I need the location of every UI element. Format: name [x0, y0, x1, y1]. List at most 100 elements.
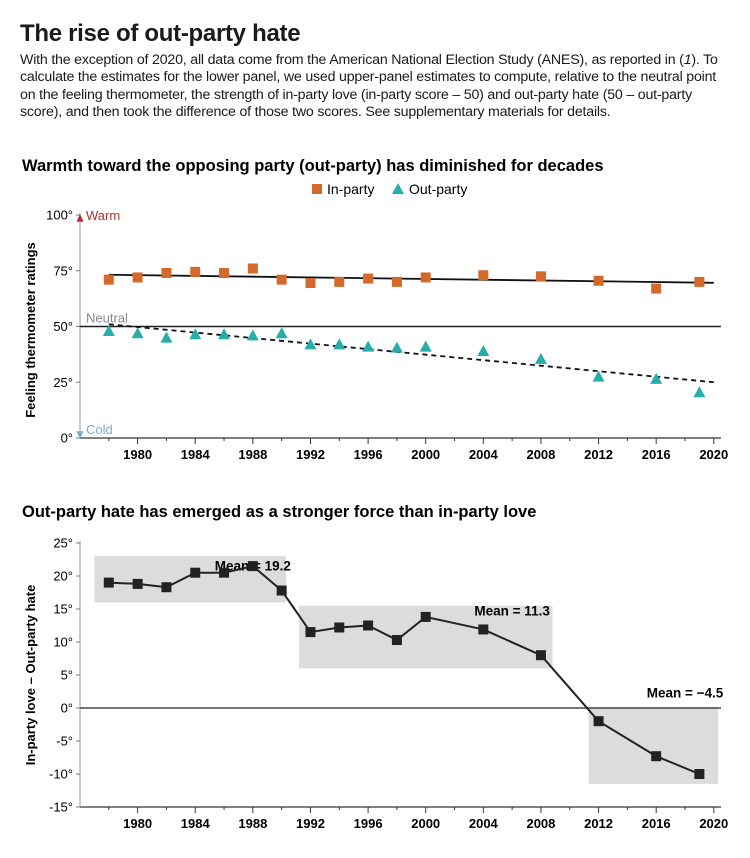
- in-party-point: [420, 272, 431, 283]
- y-tick-label: 25°: [53, 536, 73, 551]
- out-party-point: [304, 338, 317, 350]
- lower-chart-title: Out-party hate has emerged as a stronger…: [22, 503, 536, 521]
- upper-plot-area: 1980 1984 1988 1992 1996 2000 2004 2008 2012 2016…: [46, 208, 728, 463]
- y-tick-label: 25°: [53, 375, 73, 390]
- difference-point: [694, 769, 705, 779]
- in-party-point: [276, 274, 287, 285]
- intro-part-2: ). To calculate the estimates for the lo…: [20, 52, 718, 121]
- cold-label: Cold: [86, 422, 113, 437]
- difference-point: [478, 624, 489, 635]
- in-party-point: [694, 276, 705, 287]
- x-tick-label: 2016: [642, 816, 671, 831]
- cold-arrowhead: [76, 431, 84, 439]
- y-tick-label: 50°: [53, 319, 73, 334]
- upper-chart-title: Warmth toward the opposing party (out-pa…: [22, 157, 604, 175]
- x-tick-label: 2004: [469, 816, 499, 831]
- in-party-point: [391, 276, 402, 287]
- upper-y-axis-label: Feeling thermometer ratings: [23, 242, 38, 418]
- out-party-point: [362, 340, 375, 352]
- difference-point: [334, 622, 345, 633]
- x-tick-label: 1988: [238, 816, 267, 831]
- legend-in-party-label: In-party: [327, 181, 374, 197]
- y-tick-label: -5°: [56, 734, 73, 749]
- out-party-point: [333, 338, 346, 350]
- x-tick-label: 1996: [354, 447, 383, 462]
- intro-text: With the exception of 2020, all data com…: [20, 52, 735, 122]
- difference-point: [593, 716, 604, 727]
- x-tick-label: 2020: [699, 816, 728, 831]
- legend-out-party-marker: [392, 183, 404, 194]
- in-party-point: [363, 273, 374, 284]
- y-tick-label: -15°: [49, 800, 73, 815]
- y-tick-label: 15°: [53, 602, 73, 617]
- y-tick-label: 10°: [53, 635, 73, 650]
- in-party-point: [161, 267, 172, 278]
- out-party-point: [534, 352, 547, 364]
- legend-in-party-marker: [312, 184, 322, 194]
- x-tick-label: 2000: [411, 816, 440, 831]
- out-party-point: [160, 331, 173, 343]
- x-tick-label: 1984: [181, 816, 211, 831]
- y-tick-label: 20°: [53, 569, 73, 584]
- x-tick-label: 2012: [584, 447, 613, 462]
- difference-point: [132, 578, 143, 589]
- neutral-label: Neutral: [86, 311, 128, 326]
- y-tick-label: 0°: [61, 701, 73, 716]
- out-party-point: [477, 345, 490, 357]
- y-tick-label: 75°: [53, 263, 73, 278]
- x-tick-label: 2016: [642, 447, 671, 462]
- x-tick-label: 1980: [123, 447, 152, 462]
- difference-point: [103, 577, 114, 588]
- warm-arrowhead: [76, 214, 84, 222]
- upper-chart: Warmth toward the opposing party (out-pa…: [22, 157, 728, 462]
- difference-point: [535, 650, 546, 661]
- lower-chart: Out-party hate has emerged as a stronger…: [22, 503, 728, 831]
- upper-legend: In-party Out-party: [312, 181, 467, 197]
- difference-point: [276, 585, 287, 596]
- mean-label: Mean = −4.5: [647, 685, 724, 700]
- in-party-point: [247, 263, 258, 274]
- in-party-point: [190, 266, 201, 277]
- difference-point: [651, 751, 662, 762]
- out-party-point: [275, 327, 288, 339]
- x-tick-label: 2008: [526, 816, 555, 831]
- x-tick-label: 1988: [238, 447, 267, 462]
- y-tick-label: 0°: [61, 431, 73, 446]
- x-tick-label: 2012: [584, 816, 613, 831]
- intro-reference: 1: [683, 52, 692, 68]
- x-tick-label: 2008: [526, 447, 555, 462]
- out-party-point: [102, 324, 115, 336]
- in-party-trend-line: [108, 273, 714, 284]
- difference-point: [391, 635, 402, 646]
- out-party-point: [218, 328, 231, 340]
- y-tick-label: 5°: [61, 668, 73, 683]
- x-tick-label: 1992: [296, 816, 325, 831]
- out-party-trend-line: [108, 323, 714, 384]
- out-party-point: [650, 372, 663, 384]
- in-party-point: [651, 283, 662, 294]
- difference-point: [363, 620, 374, 631]
- y-tick-label: 100°: [46, 208, 73, 223]
- lower-plot-area: 1980 1984 1988 1992 1996 2000 2004 2008 2012 2016…: [49, 536, 728, 832]
- x-tick-label: 2004: [469, 447, 499, 462]
- difference-point: [161, 582, 172, 593]
- difference-point: [305, 627, 316, 638]
- x-tick-label: 1992: [296, 447, 325, 462]
- x-tick-label: 1996: [354, 816, 383, 831]
- out-party-point: [131, 327, 144, 339]
- lower-y-axis-label: In-party love – Out-party hate: [23, 585, 38, 766]
- out-party-point: [246, 329, 259, 341]
- x-tick-label: 1980: [123, 816, 152, 831]
- in-party-point: [219, 267, 230, 278]
- out-party-point: [419, 340, 432, 352]
- mean-label: Mean = 11.3: [474, 604, 550, 619]
- y-tick-label: -10°: [49, 767, 73, 782]
- in-party-point: [593, 275, 604, 286]
- warm-label: Warm: [86, 208, 120, 223]
- difference-point: [247, 561, 258, 572]
- in-party-point: [305, 278, 316, 289]
- x-tick-label: 2000: [411, 447, 440, 462]
- difference-point: [190, 567, 201, 578]
- out-party-point: [390, 341, 403, 353]
